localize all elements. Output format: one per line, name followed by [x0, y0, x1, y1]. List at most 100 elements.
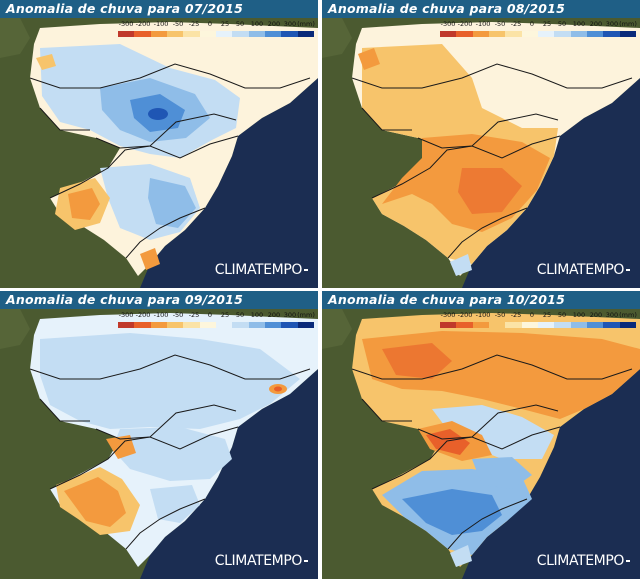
climatempo-logo: CLIMATEMPO	[215, 553, 308, 569]
legend-tick: -200	[457, 20, 473, 28]
legend-labels: -300 -200 -100 -50 -25 0 25 50 100 200 3…	[440, 20, 637, 30]
legend-tick: 100	[250, 20, 264, 28]
map-panel-07-2015: Anomalia de chuva para 07/2015	[0, 0, 318, 288]
legend-swatch	[554, 31, 571, 37]
legend-tick: -300	[118, 20, 134, 28]
legend-swatch	[554, 322, 571, 328]
legend-swatch	[586, 31, 604, 37]
legend-tick: 300	[605, 311, 619, 319]
legend-unit: (mm)	[297, 311, 315, 319]
legend-tick: -100	[475, 311, 491, 319]
legend-swatch	[297, 322, 314, 328]
legend-swatch	[264, 322, 282, 328]
map-panel-08-2015: Anomalia de chuva para 08/2015 -300	[322, 0, 640, 288]
legend-tick: 100	[572, 311, 586, 319]
legend-tick: 25	[220, 20, 230, 28]
legend-tick: 200	[267, 20, 281, 28]
map-panel-09-2015: Anomalia de chuva para 09/2015	[0, 291, 318, 579]
legend-swatch	[488, 322, 506, 328]
legend-tick: -25	[510, 311, 522, 319]
legend-swatch	[281, 322, 298, 328]
legend-swatch	[570, 31, 587, 37]
legend-swatch	[166, 31, 184, 37]
legend-swatch	[183, 31, 200, 37]
panel-title-bar: Anomalia de chuva para 07/2015	[0, 0, 318, 18]
panel-title-bar: Anomalia de chuva para 09/2015	[0, 291, 318, 309]
legend-swatch	[586, 322, 604, 328]
legend-swatch	[521, 31, 538, 37]
legend-swatch	[537, 322, 555, 328]
legend-tick: -50	[172, 20, 184, 28]
legend-swatch	[232, 322, 249, 328]
legend-swatch	[199, 322, 216, 328]
rain-anomaly-map	[322, 309, 640, 579]
legend-tick: -100	[475, 20, 491, 28]
legend-swatch	[281, 31, 298, 37]
legend-tick: 50	[557, 20, 567, 28]
legend-tick: 50	[235, 311, 245, 319]
map-panel-10-2015: Anomalia de chuva para 10/2015	[322, 291, 640, 579]
legend-tick: 25	[220, 311, 230, 319]
legend-tick: 100	[250, 311, 264, 319]
panel-title: Anomalia de chuva para 07/2015	[6, 1, 243, 16]
legend-tick: 0	[529, 20, 535, 28]
rain-anomaly-map	[0, 18, 318, 288]
legend-labels: -300 -200 -100 -50 -25 0 25 50 100 200 3…	[118, 20, 315, 30]
legend-tick: -50	[172, 311, 184, 319]
legend-swatch	[134, 322, 151, 328]
legend-color-bar	[118, 322, 314, 328]
legend-tick: -25	[188, 20, 200, 28]
legend-tick: -25	[188, 311, 200, 319]
legend-tick: 0	[207, 311, 213, 319]
legend-swatch	[118, 31, 135, 37]
legend-swatch	[199, 31, 216, 37]
legend-swatch	[232, 31, 249, 37]
legend-swatch	[248, 31, 265, 37]
legend-swatch	[505, 31, 522, 37]
legend-tick: -100	[153, 20, 169, 28]
climatempo-logo: CLIMATEMPO	[537, 553, 630, 569]
panel-title-bar: Anomalia de chuva para 10/2015	[322, 291, 640, 309]
legend-unit: (mm)	[619, 311, 637, 319]
panel-title-bar: Anomalia de chuva para 08/2015	[322, 0, 640, 18]
legend-tick: -50	[494, 20, 506, 28]
legend-tick: 200	[589, 20, 603, 28]
legend-swatch	[488, 31, 506, 37]
legend-swatch	[521, 322, 538, 328]
legend-tick: -50	[494, 311, 506, 319]
legend-tick: 50	[235, 20, 245, 28]
legend-swatch	[570, 322, 587, 328]
panel-title: Anomalia de chuva para 10/2015	[328, 292, 565, 307]
legend-tick: -200	[135, 311, 151, 319]
legend-tick: 300	[605, 20, 619, 28]
legend-swatch	[440, 322, 457, 328]
legend-swatch	[603, 322, 620, 328]
legend-tick: 200	[267, 311, 281, 319]
legend-unit: (mm)	[297, 20, 315, 28]
legend-color-bar	[440, 322, 636, 328]
legend-tick: -100	[153, 311, 169, 319]
legend-swatch	[150, 31, 167, 37]
legend-swatch	[215, 31, 233, 37]
legend-color-bar	[118, 31, 314, 37]
legend-labels: -300 -200 -100 -50 -25 0 25 50 100 200 3…	[440, 311, 637, 321]
legend-tick: 25	[542, 311, 552, 319]
legend-swatch	[215, 322, 233, 328]
legend-tick: -200	[135, 20, 151, 28]
legend-swatch	[297, 31, 314, 37]
legend-tick: 0	[529, 311, 535, 319]
legend-tick: -300	[118, 311, 134, 319]
legend-tick: -300	[440, 20, 456, 28]
legend-swatch	[619, 322, 636, 328]
legend-tick: 200	[589, 311, 603, 319]
legend-tick: 50	[557, 311, 567, 319]
legend-swatch	[264, 31, 282, 37]
legend-swatch	[150, 322, 167, 328]
legend-swatch	[603, 31, 620, 37]
climatempo-logo: CLIMATEMPO	[537, 262, 630, 278]
legend-swatch	[456, 322, 473, 328]
legend-swatch	[537, 31, 555, 37]
legend-color-bar	[440, 31, 636, 37]
color-scale-legend: -300 -200 -100 -50 -25 0 25 50 100 200 3…	[118, 311, 315, 328]
